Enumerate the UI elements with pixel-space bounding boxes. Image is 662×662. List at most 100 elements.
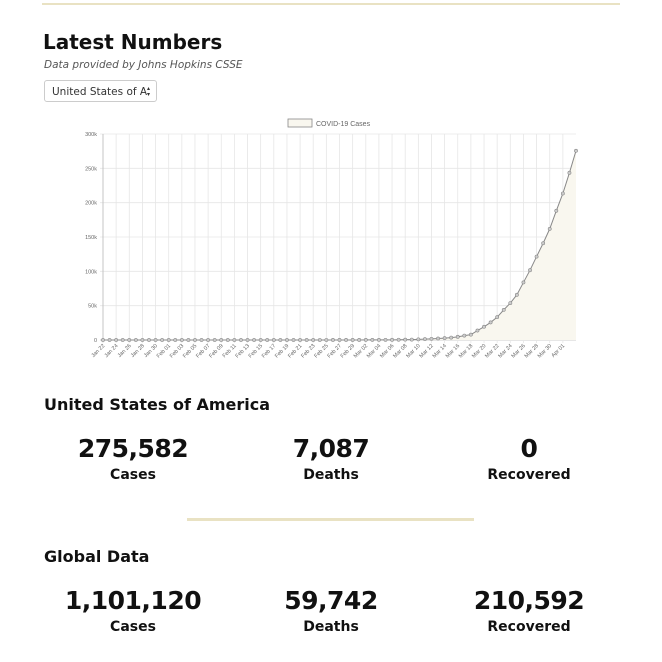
- y-tick-label: 100k: [85, 269, 97, 275]
- point: [133, 338, 138, 342]
- x-tick-label: Jan 28: [130, 343, 146, 359]
- point: [120, 338, 125, 342]
- point: [554, 208, 559, 213]
- point: [285, 338, 289, 342]
- point: [455, 334, 460, 339]
- point: [140, 338, 145, 342]
- point: [436, 336, 440, 341]
- point: [495, 315, 500, 320]
- point: [324, 338, 329, 342]
- divider: [187, 518, 474, 521]
- point: [107, 338, 112, 342]
- point: [278, 338, 283, 342]
- area: [103, 150, 576, 340]
- point: [232, 338, 237, 342]
- point: [488, 320, 493, 325]
- point: [193, 338, 197, 342]
- top-rule: [42, 3, 620, 5]
- x-tick-label: Jan 26: [117, 343, 133, 359]
- point: [298, 338, 302, 342]
- stat: 210,592 Recovered: [429, 586, 629, 635]
- point: [449, 335, 454, 340]
- global-heading: Global Data: [44, 547, 150, 566]
- stat: 59,742 Deaths: [231, 586, 431, 635]
- point: [528, 268, 532, 273]
- point: [258, 338, 263, 342]
- point: [403, 337, 408, 342]
- stat: 275,582 Cases: [33, 434, 233, 483]
- point: [370, 338, 375, 342]
- point: [475, 328, 480, 333]
- stat: 1,101,120 Cases: [33, 586, 233, 635]
- legend-swatch: [287, 118, 313, 128]
- point: [423, 337, 427, 342]
- point: [547, 226, 552, 231]
- stat: 0 Recovered: [429, 434, 629, 483]
- point: [127, 338, 132, 342]
- point: [344, 338, 348, 342]
- point: [225, 338, 230, 342]
- legend-label: COVID-19 Cases: [316, 121, 371, 128]
- subtitle: Data provided by Johns Hopkins CSSE: [44, 59, 243, 71]
- point: [101, 338, 105, 342]
- point: [567, 170, 572, 175]
- point: [468, 332, 473, 337]
- stat-value: 210,592: [473, 586, 585, 615]
- point: [317, 338, 322, 342]
- stat-value: 275,582: [77, 434, 189, 463]
- stat-value: 7,087: [292, 434, 370, 463]
- stat-label: Deaths: [303, 467, 359, 483]
- stat: 7,087 Deaths: [231, 434, 431, 483]
- y-tick-label: 250k: [85, 166, 97, 172]
- y-tick-label: 300k: [85, 132, 97, 138]
- point: [331, 338, 335, 342]
- x-tick-label: Feb 09: [208, 343, 224, 359]
- x-tick-label: Jan 22: [90, 343, 106, 359]
- point: [350, 338, 355, 342]
- stat-value: 1,101,120: [64, 586, 202, 615]
- point: [377, 337, 381, 342]
- point: [114, 338, 119, 342]
- point: [245, 338, 250, 342]
- stat-label: Recovered: [487, 467, 571, 483]
- point: [363, 338, 368, 342]
- point: [416, 337, 421, 342]
- point: [291, 338, 296, 342]
- point: [508, 301, 513, 305]
- point: [337, 338, 342, 342]
- point: [383, 337, 388, 342]
- country-select[interactable]: United States of A: [44, 80, 157, 102]
- point: [212, 338, 217, 342]
- point: [173, 338, 178, 342]
- stat-label: Cases: [110, 467, 156, 483]
- point: [501, 307, 506, 312]
- y-tick-label: 50k: [88, 304, 97, 310]
- point: [574, 148, 578, 153]
- point: [304, 338, 309, 342]
- point: [482, 324, 486, 329]
- point: [396, 337, 401, 342]
- point: [179, 338, 184, 342]
- title: Latest Numbers: [43, 30, 223, 54]
- stat-label: Deaths: [303, 619, 359, 635]
- stat-label: Cases: [110, 619, 156, 635]
- x-tick-label: Mar 30: [537, 343, 553, 359]
- country-heading: United States of America: [44, 395, 271, 414]
- stat-value: 59,742: [284, 586, 378, 615]
- point: [166, 338, 171, 342]
- point: [219, 338, 224, 342]
- point: [265, 338, 270, 342]
- point: [521, 280, 526, 285]
- point: [160, 338, 165, 342]
- point: [409, 337, 414, 342]
- point: [390, 337, 394, 342]
- point: [357, 338, 362, 342]
- point: [271, 338, 276, 342]
- point: [147, 338, 151, 342]
- point: [239, 338, 243, 342]
- stat-value: 0: [520, 434, 538, 463]
- point: [534, 254, 539, 259]
- y-tick-label: 200k: [85, 201, 97, 207]
